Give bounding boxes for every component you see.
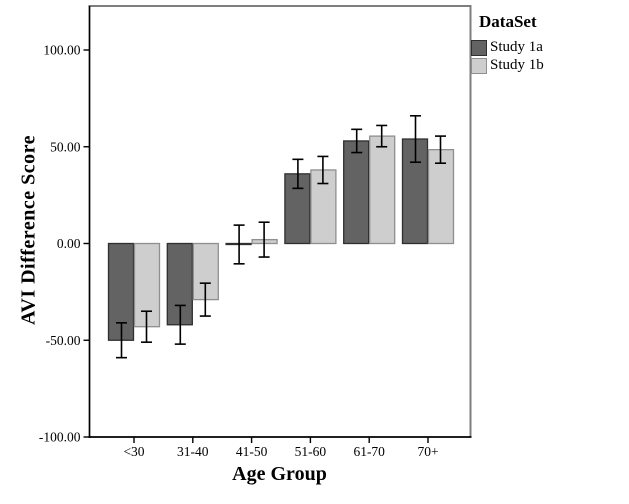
x-tick-label: 31-40 [177, 444, 209, 459]
x-tick-label: 61-70 [353, 444, 385, 459]
legend-item-study-1b: Study 1b [471, 57, 621, 74]
y-tick-label: -50.00 [46, 333, 81, 348]
x-tick-label: <30 [123, 444, 144, 459]
x-tick-label: 51-60 [295, 444, 327, 459]
bar-study-1a-4 [343, 140, 370, 245]
legend-label-study-1b: Study 1b [490, 57, 544, 73]
legend-item-study-1a: Study 1a [471, 39, 621, 56]
y-tick-label: -100.00 [39, 430, 81, 445]
x-axis-title: Age Group [232, 463, 327, 485]
x-tick-label: 70+ [417, 444, 438, 459]
legend-label-study-1a: Study 1a [490, 39, 543, 55]
study-1a-swatch-icon [471, 39, 487, 56]
y-tick-label: 100.00 [43, 43, 80, 58]
legend: DataSet Study 1a Study 1b [471, 12, 621, 75]
legend-title: DataSet [479, 12, 537, 31]
bar-study-1b-5 [427, 149, 455, 245]
bar-study-1b-4 [369, 135, 396, 245]
study-1b-swatch-icon [471, 57, 487, 74]
y-tick-label: 0.00 [57, 236, 81, 251]
x-tick-label: 41-50 [236, 444, 268, 459]
y-axis-title: AVI Difference Score [17, 135, 40, 325]
y-tick-label: 50.00 [50, 139, 81, 154]
